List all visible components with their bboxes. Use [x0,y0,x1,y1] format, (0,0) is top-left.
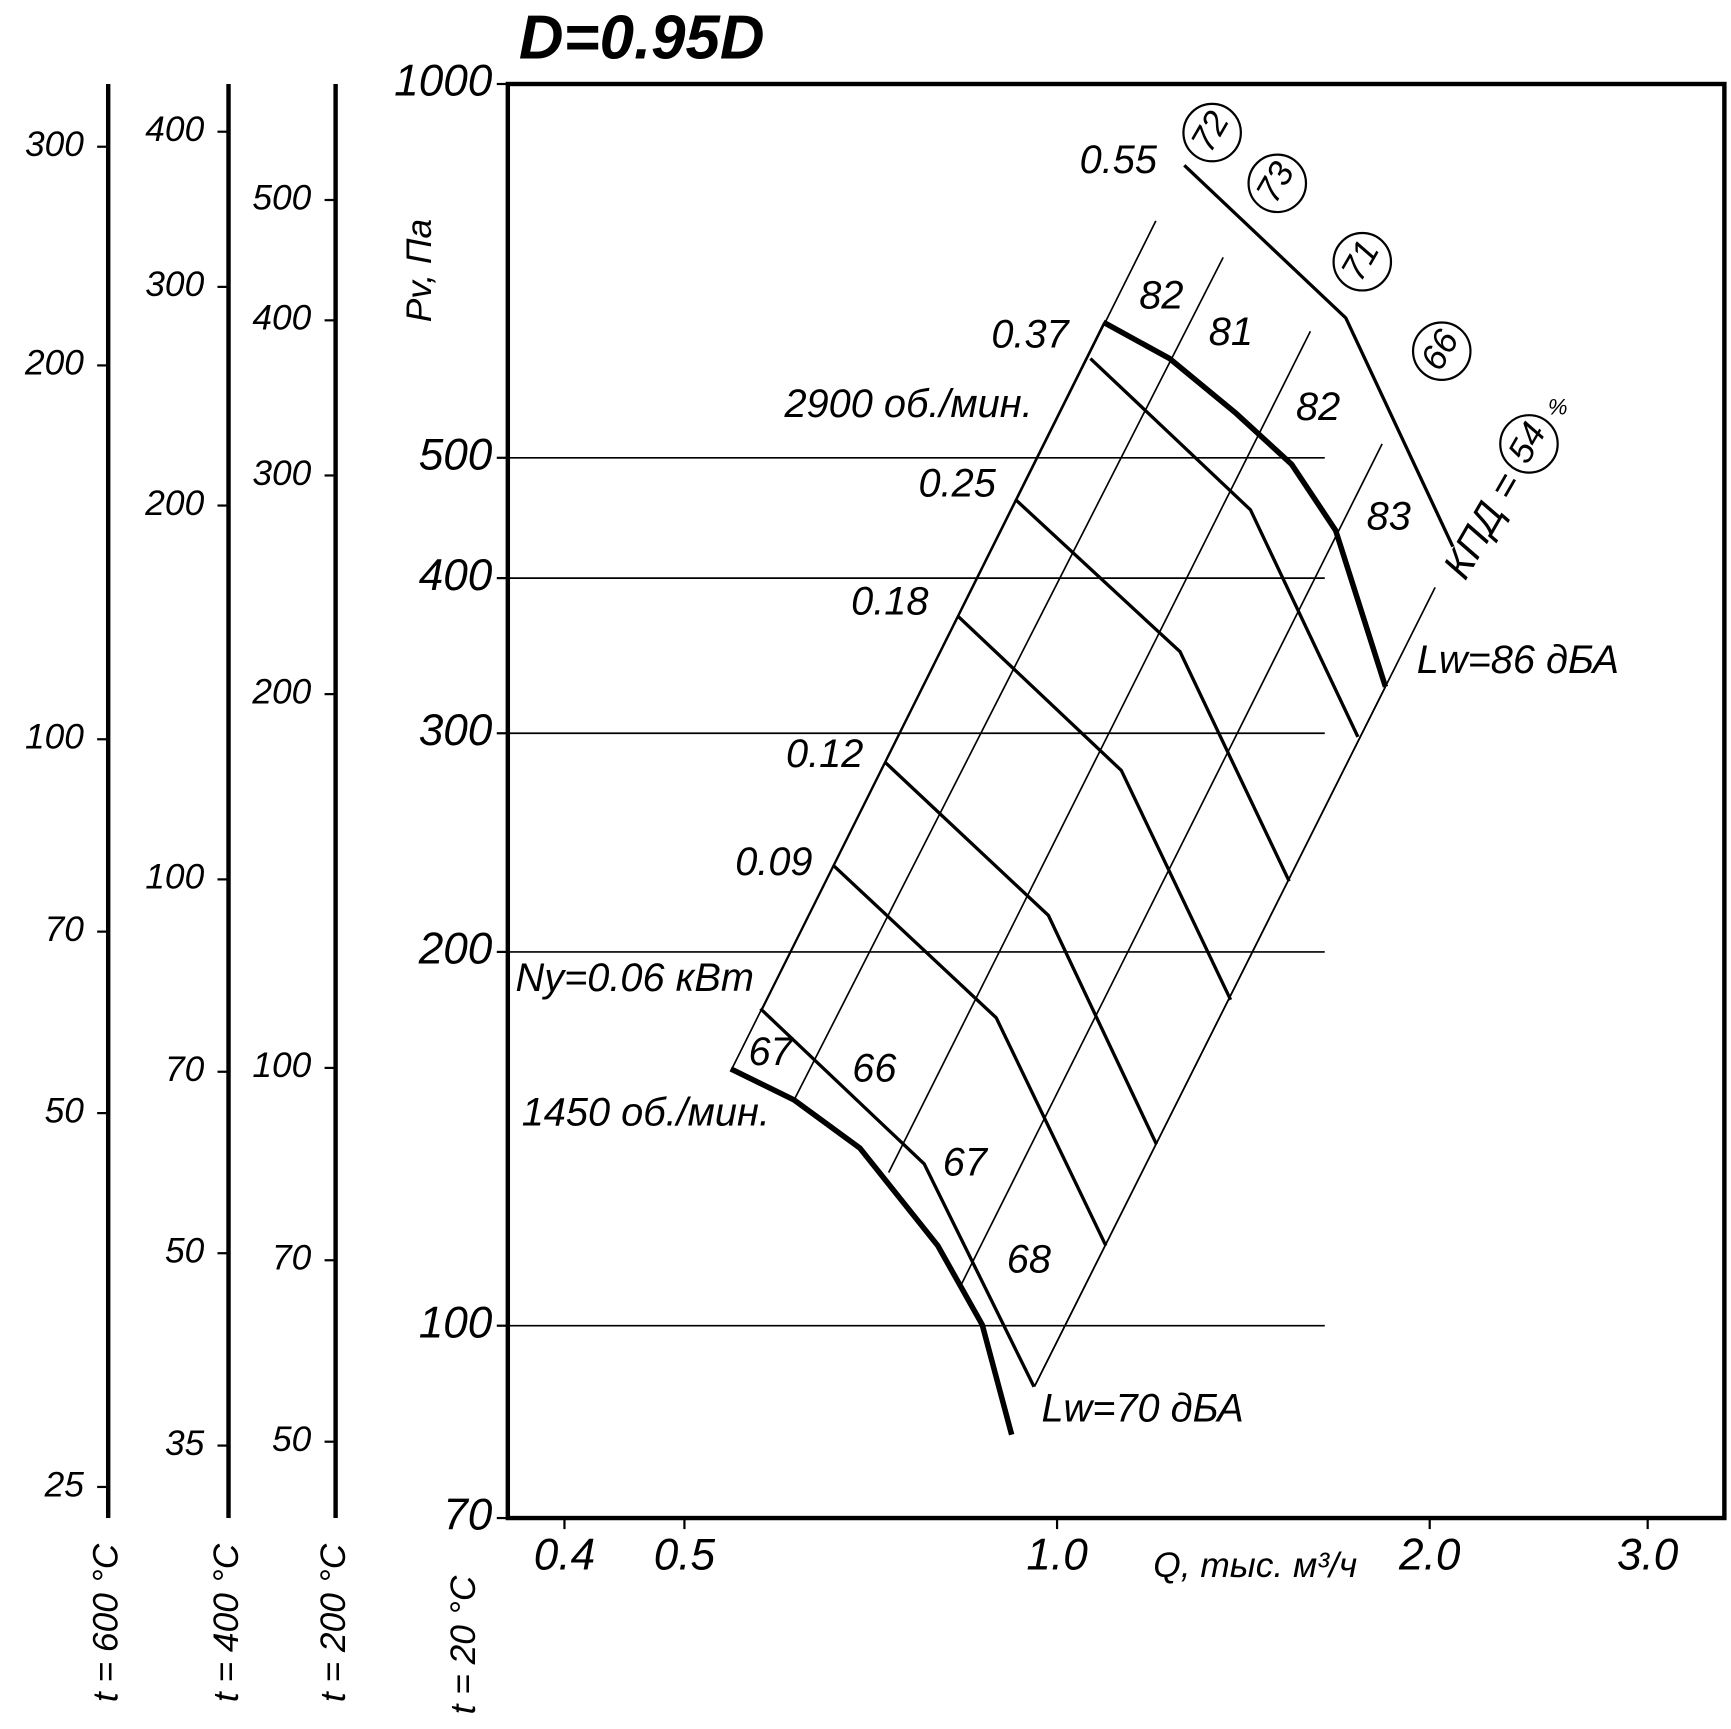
annotation: 81 [1209,310,1253,354]
efficiency-circle [1332,231,1393,292]
temperature-tick-label: 70 [272,1239,312,1278]
guide-line [794,256,1224,1099]
x-tick-label: 0.5 [654,1530,716,1579]
series-label: 0.55 [1080,138,1158,182]
annotation: % [1548,394,1568,419]
temperature-tick-label: 200 [144,484,204,523]
temperature-axis-label: t = 600 °C [87,1543,126,1702]
plot-frame [505,81,1727,1521]
annotation: 68 [1007,1237,1051,1281]
temperature-axis-label: t = 400 °C [207,1543,246,1702]
temperature-tick-label: 300 [25,125,84,164]
annotation: 67 [748,1030,794,1074]
temperature-tick-label: 50 [45,1091,85,1130]
y-tick-label: 200 [418,925,493,974]
annotation: 82 [1139,274,1183,318]
temperature-tick-label: 400 [252,299,311,338]
series-line [831,863,1108,1247]
chart-title: D=0.95D [519,3,765,72]
annotation: 67 [943,1140,989,1184]
guide-line [731,322,1105,1070]
temperature-tick-label: 200 [251,672,311,711]
y-tick-label: 400 [419,551,493,600]
temperature-tick-label: 100 [145,858,204,897]
series-label: 0.25 [918,461,996,505]
series-line [1014,498,1291,882]
x-tick-label: 1.0 [1026,1530,1088,1579]
temperature-tick-label: 35 [165,1424,205,1463]
efficiency-circle [1411,321,1472,381]
efficiency-circle [1247,153,1308,214]
series-line [884,761,1158,1145]
series-label: 2900 об./мин. [783,382,1032,426]
temperature-tick-label: 300 [252,454,311,493]
efficiency-circle [1499,414,1559,474]
series-label: 0.18 [851,579,928,623]
y-tick-label: 300 [419,706,493,755]
guide-line [1033,686,1387,1388]
efficiency-circle [1182,102,1242,163]
y-tick-label: 1000 [394,57,493,106]
temperature-tick-label: 50 [272,1420,312,1459]
y-tick-label: 100 [419,1298,493,1347]
y-tick-label: 70 [443,1491,493,1540]
y-axis-label: Pv, Па [400,219,439,322]
series-line [1183,164,1455,548]
temperature-tick-label: 300 [145,265,204,304]
temperature-tick-label: 70 [45,910,85,949]
series-line [1102,319,1389,688]
guide-line [959,443,1383,1287]
temperature-label: t = 20 °C [444,1575,483,1714]
x-tick-label: 3.0 [1617,1530,1679,1579]
temperature-tick-label: 200 [24,344,84,383]
temperature-tick-label: 100 [25,718,84,757]
series-line [956,614,1233,1001]
temperature-tick-label: 500 [252,178,311,217]
series-label: 0.37 [991,312,1070,356]
temperature-tick-label: 25 [44,1465,85,1504]
series-label: 0.09 [735,840,812,884]
series-line [729,1066,1015,1436]
temperature-tick-label: 400 [145,110,204,149]
series-line [1089,357,1360,738]
series-line [759,1007,1036,1388]
annotation: 82 [1296,385,1340,429]
temperature-tick-label: 50 [165,1232,205,1271]
series-label: 1450 об./мин. [522,1091,770,1135]
annotation: Lw=70 дБА [1041,1386,1243,1430]
annotation: 66 [852,1046,897,1090]
series-label: 0.12 [786,732,863,776]
temperature-tick-label: 70 [165,1050,205,1089]
annotation: Lw=86 дБА [1417,638,1619,682]
y-tick-label: 500 [419,430,493,479]
temperature-axis-label: t = 200 °C [314,1543,353,1702]
x-tick-label: 2.0 [1398,1530,1461,1579]
x-axis-label: Q, тыс. м³/ч [1153,1546,1357,1585]
annotation: 83 [1367,494,1411,538]
annotation: КПД = [1435,465,1530,586]
temperature-tick-label: 100 [252,1046,311,1085]
series-label: Ny=0.06 кВт [516,956,755,1000]
x-tick-label: 0.4 [534,1530,595,1579]
